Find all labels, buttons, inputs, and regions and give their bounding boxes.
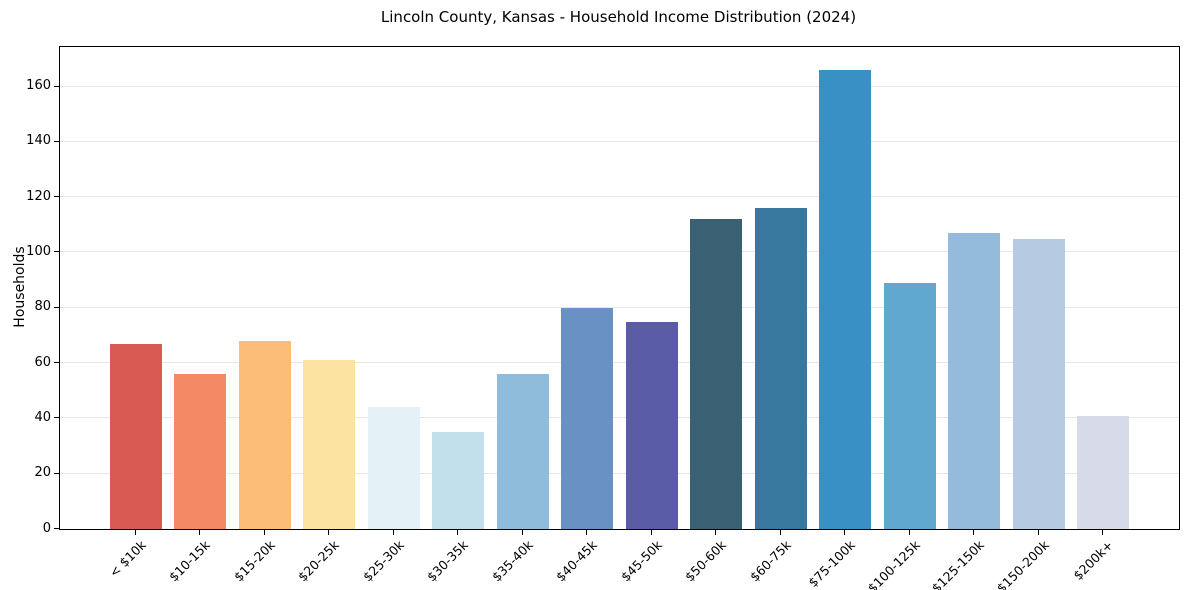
x-tick-mark <box>715 530 717 535</box>
bar <box>754 208 807 529</box>
bar <box>625 321 678 529</box>
gridline <box>60 196 1179 198</box>
x-tick-mark <box>263 530 265 535</box>
y-tick-label: 80 <box>34 299 51 315</box>
x-tick-mark <box>328 530 330 535</box>
x-tick-mark <box>135 530 136 535</box>
bar <box>883 282 936 529</box>
y-tick-mark <box>54 417 59 419</box>
bar <box>432 432 485 529</box>
y-tick-label: 100 <box>26 243 51 259</box>
bar <box>496 374 549 529</box>
x-tick-mark <box>1037 530 1039 535</box>
y-tick-label: 120 <box>26 188 51 204</box>
y-tick-mark <box>54 140 59 142</box>
gridline <box>60 251 1179 253</box>
y-tick-label: 20 <box>34 465 51 481</box>
x-tick-mark <box>973 530 975 535</box>
bar <box>690 219 743 529</box>
y-tick-mark <box>54 362 59 364</box>
x-tick-mark <box>1102 530 1103 535</box>
x-tick-mark <box>908 530 910 535</box>
x-tick-mark <box>844 530 846 535</box>
x-tick-mark <box>199 530 201 535</box>
bar <box>1077 415 1129 529</box>
y-tick-mark <box>54 306 59 308</box>
y-tick-mark <box>54 251 59 253</box>
bar <box>110 343 162 529</box>
x-tick-mark <box>457 530 459 535</box>
gridline <box>60 140 1179 142</box>
chart-title: Lincoln County, Kansas - Household Incom… <box>380 8 857 26</box>
y-tick-mark <box>54 472 59 474</box>
gridline <box>60 472 1179 474</box>
bar <box>561 307 614 529</box>
bar <box>238 340 291 529</box>
x-tick-mark <box>521 530 523 535</box>
gridline <box>60 85 1179 87</box>
y-tick-mark <box>54 528 59 529</box>
bar <box>303 360 356 529</box>
x-tick-mark <box>586 530 588 535</box>
y-tick-mark <box>54 85 59 87</box>
gridline <box>60 362 1179 364</box>
bar <box>819 69 872 529</box>
y-tick-label: 160 <box>26 78 51 94</box>
gridline <box>60 306 1179 308</box>
x-tick-mark <box>650 530 652 535</box>
bar <box>367 407 420 529</box>
plot-area <box>59 46 1180 530</box>
bar <box>174 374 227 529</box>
y-tick-label: 60 <box>34 354 51 370</box>
y-tick-label: 0 <box>42 520 51 536</box>
x-tick-label: < $10k <box>106 537 149 581</box>
gridline <box>60 417 1179 419</box>
y-tick-mark <box>54 196 59 198</box>
bar <box>1012 238 1065 529</box>
y-tick-label: 40 <box>34 409 51 425</box>
y-tick-label: 140 <box>26 133 51 149</box>
bar <box>948 233 1001 529</box>
x-tick-mark <box>392 530 394 535</box>
x-tick-mark <box>779 530 781 535</box>
